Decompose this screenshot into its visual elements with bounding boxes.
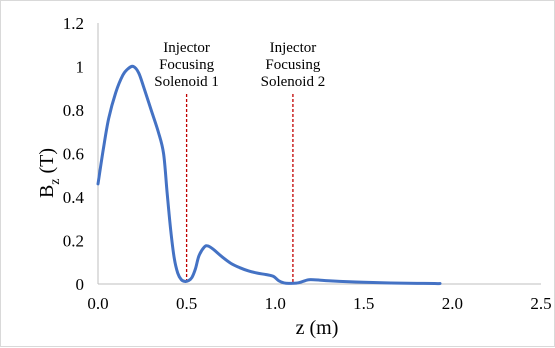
x-tick-label: 0.0 (87, 294, 108, 313)
y-axis-label-main: B (36, 185, 58, 198)
solenoid-label-line: Injector (270, 40, 317, 56)
solenoid-label-line: Injector (163, 40, 210, 56)
y-tick-label: 0.4 (63, 188, 85, 207)
x-tick-label: 1.0 (265, 294, 286, 313)
solenoid-label-line: Focusing (159, 57, 215, 73)
bz-series-line (98, 66, 440, 283)
y-tick-label: 1.2 (63, 14, 84, 33)
series-layer (98, 66, 440, 283)
x-tick-label: 1.5 (353, 294, 374, 313)
y-tick-label: 0 (76, 275, 85, 294)
x-tick-label: 0.5 (176, 294, 197, 313)
y-tick-label: 1 (76, 58, 85, 77)
x-tick-label: 2.5 (530, 294, 551, 313)
y-tick-label: 0.2 (63, 232, 84, 251)
y-axis-label-unit: (T) (36, 148, 58, 179)
solenoid-label-line: Solenoid 2 (261, 74, 326, 90)
y-axis-label: Bz (T) (36, 148, 63, 198)
y-tick-label: 0.6 (63, 145, 84, 164)
solenoid-label-line: Focusing (265, 57, 321, 73)
solenoid-label-line: Solenoid 1 (154, 74, 219, 90)
x-axis-label: z (m) (296, 317, 339, 339)
y-tick-label: 0.8 (63, 101, 84, 120)
x-tick-label: 2.0 (442, 294, 463, 313)
